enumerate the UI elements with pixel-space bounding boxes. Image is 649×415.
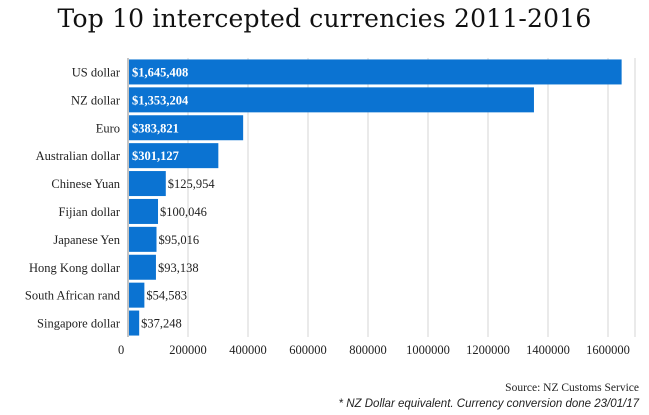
value-label: $1,645,408 — [132, 65, 188, 79]
value-label: $1,353,204 — [132, 93, 189, 107]
x-tick-label: 800000 — [349, 343, 387, 357]
bar — [129, 143, 219, 169]
bar — [129, 310, 140, 336]
bar — [129, 282, 145, 308]
value-label: $95,016 — [159, 233, 200, 247]
value-label: $125,954 — [168, 177, 216, 191]
category-label: Hong Kong dollar — [29, 261, 121, 275]
x-tick-label: 400000 — [229, 343, 267, 357]
value-label: $301,127 — [132, 149, 179, 163]
category-label: NZ dollar — [71, 93, 121, 107]
x-tick-label: 1400000 — [526, 343, 570, 357]
footnote: * NZ Dollar equivalent. Currency convers… — [338, 398, 639, 410]
bar — [129, 226, 157, 252]
category-label: Chinese Yuan — [51, 177, 120, 191]
value-label: $93,138 — [158, 261, 199, 275]
bar — [129, 254, 156, 280]
bar — [129, 87, 534, 113]
x-tick-label: 1200000 — [466, 343, 510, 357]
category-label: Fijian dollar — [59, 205, 121, 219]
x-tick-label: 200000 — [169, 343, 207, 357]
category-label: Japanese Yen — [53, 233, 120, 247]
bar — [129, 171, 166, 197]
x-tick-label: 0 — [118, 343, 124, 357]
labels: US dollar $1,645,408 NZ dollar $1,353,204 Eu… — [25, 65, 216, 330]
x-tick-label: 1000000 — [406, 343, 450, 357]
bar — [129, 198, 159, 224]
chart-title: Top 10 intercepted currencies 2011-2016 — [57, 4, 592, 33]
category-label: Euro — [96, 121, 120, 135]
category-label: South African rand — [25, 289, 121, 303]
category-label: Singapore dollar — [37, 317, 121, 331]
value-label: $100,046 — [160, 205, 207, 219]
category-label: Australian dollar — [36, 149, 121, 163]
value-label: $383,821 — [132, 121, 179, 135]
bar — [129, 115, 244, 141]
source-note: Source: NZ Customs Service — [505, 382, 639, 394]
value-label: $37,248 — [141, 317, 182, 331]
value-label: $54,583 — [146, 289, 187, 303]
bar — [129, 59, 622, 85]
bars — [129, 59, 622, 336]
x-tick-label: 1600000 — [586, 343, 630, 357]
x-tick-label: 600000 — [289, 343, 327, 357]
x-axis-ticks: 0 200000 400000 600000 800000 1000000 1200000 1… — [118, 343, 630, 357]
category-label: US dollar — [72, 65, 121, 79]
